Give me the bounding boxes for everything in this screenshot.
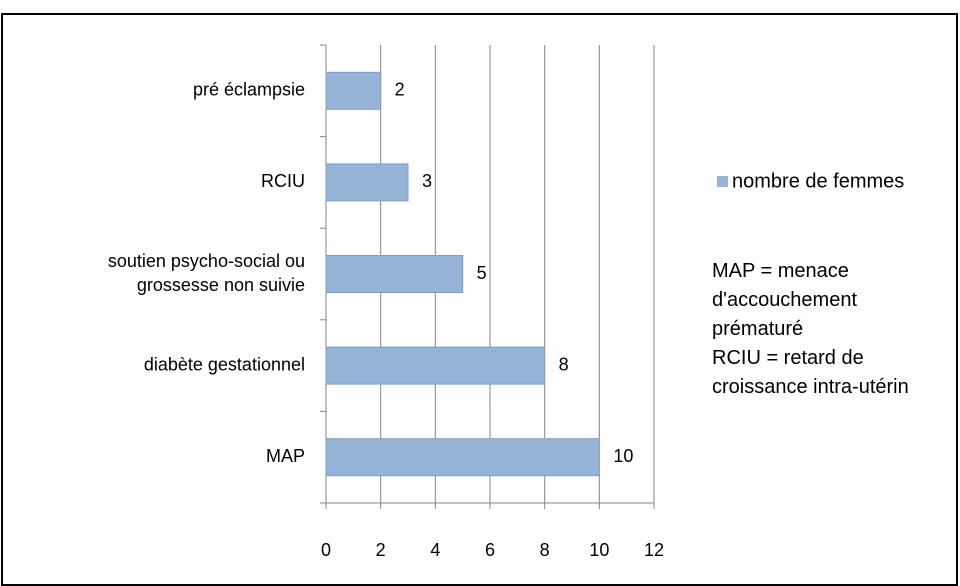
y-tick-label: pré éclampsie bbox=[193, 80, 305, 100]
y-tick-label: soutien psycho-social ou grossesse non su… bbox=[108, 251, 305, 295]
bar bbox=[325, 71, 382, 110]
x-tick-label: 10 bbox=[589, 540, 609, 560]
x-tick-label: 4 bbox=[430, 540, 440, 560]
x-tick-label: 2 bbox=[376, 540, 386, 560]
data-label: 2 bbox=[395, 80, 405, 100]
x-tick-label: 12 bbox=[644, 540, 664, 560]
x-tick-label: 6 bbox=[485, 540, 495, 560]
y-tick-label: RCIU bbox=[261, 171, 305, 191]
x-tick-label: 8 bbox=[540, 540, 550, 560]
data-label: 3 bbox=[422, 171, 432, 191]
bar bbox=[325, 255, 464, 293]
chart-frame bbox=[1, 13, 958, 586]
y-tick-label: MAP bbox=[266, 446, 305, 466]
data-label: 8 bbox=[559, 354, 569, 374]
notes: MAP = menace d'accouchement prématuré RCI… bbox=[712, 257, 927, 402]
annotation: MAP = menace d'accouchement prématuré bbox=[712, 260, 858, 340]
y-tick-label: diabète gestationnel bbox=[144, 354, 305, 374]
bar bbox=[325, 438, 600, 477]
bar bbox=[325, 346, 546, 385]
data-label: 10 bbox=[613, 446, 633, 466]
bar bbox=[325, 163, 409, 202]
legend-swatch bbox=[717, 176, 728, 187]
data-label: 5 bbox=[477, 263, 487, 283]
legend-label: nombre de femmes bbox=[732, 170, 904, 192]
annotation: RCIU = retard de croissance intra-utérin bbox=[712, 347, 909, 398]
x-tick-label: 0 bbox=[321, 540, 331, 560]
